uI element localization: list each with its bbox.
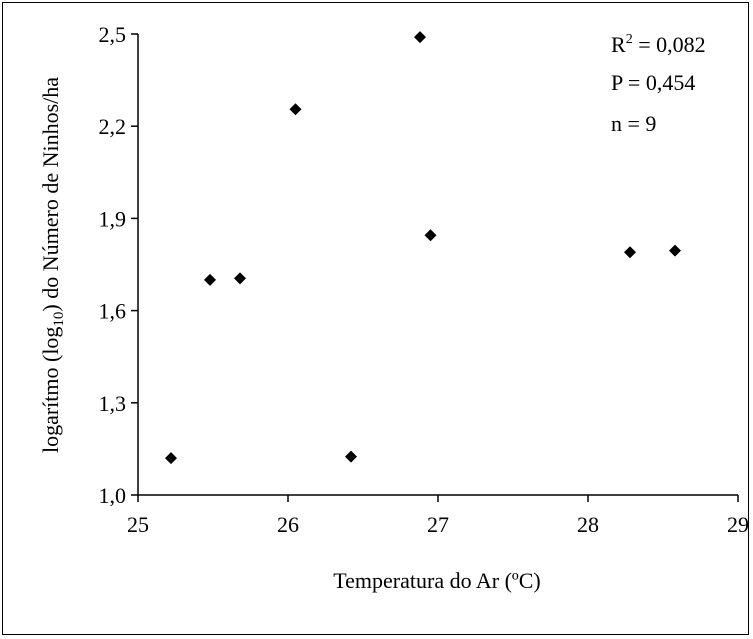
x-tick-label: 25 bbox=[127, 512, 149, 537]
y-tick-label: 1,9 bbox=[99, 206, 127, 231]
x-tick-label: 29 bbox=[727, 512, 749, 537]
data-point-diamond bbox=[345, 450, 357, 463]
x-tick-label: 28 bbox=[577, 512, 599, 537]
x-tick-label: 26 bbox=[277, 512, 299, 537]
y-ticks: 1,0 1,3 1,6 1,9 2,2 2,5 bbox=[99, 22, 138, 508]
r2-value: = 0,082 bbox=[633, 32, 706, 57]
y-axis-label-pre: logarítmo (log bbox=[38, 327, 63, 453]
data-point-diamond bbox=[289, 103, 302, 116]
y-tick-label: 1,3 bbox=[99, 391, 127, 416]
y-tick-label: 1,0 bbox=[99, 483, 127, 508]
data-points bbox=[165, 31, 681, 465]
stats-annotation: R2 = 0,082 P = 0,454 n = 9 bbox=[611, 32, 706, 136]
axes bbox=[137, 34, 738, 496]
y-axis-label-post: ) do Número de Ninhos/ha bbox=[38, 77, 63, 312]
data-point-diamond bbox=[424, 229, 437, 242]
r2-base: R bbox=[611, 32, 626, 57]
r2-annotation: R2 = 0,082 bbox=[611, 32, 706, 57]
y-tick-label: 2,2 bbox=[99, 114, 127, 139]
data-point-diamond bbox=[414, 31, 426, 44]
r2-sup: 2 bbox=[626, 32, 633, 47]
data-point-diamond bbox=[204, 273, 216, 286]
x-axis-label: Temperatura do Ar (ºC) bbox=[333, 568, 541, 593]
x-ticks: 25 26 27 28 29 bbox=[127, 495, 749, 537]
data-point-diamond bbox=[624, 246, 636, 259]
p-annotation: P = 0,454 bbox=[611, 70, 695, 95]
y-tick-label: 2,5 bbox=[99, 22, 127, 47]
y-tick-label: 1,6 bbox=[99, 299, 127, 324]
y-axis-label-sub: 10 bbox=[51, 312, 67, 327]
x-tick-label: 27 bbox=[427, 512, 449, 537]
data-point-diamond bbox=[165, 452, 177, 465]
data-point-diamond bbox=[234, 272, 246, 285]
data-point-diamond bbox=[669, 244, 681, 257]
n-annotation: n = 9 bbox=[611, 111, 656, 136]
y-axis-label: logarítmo (log10) do Número de Ninhos/ha bbox=[38, 77, 67, 453]
